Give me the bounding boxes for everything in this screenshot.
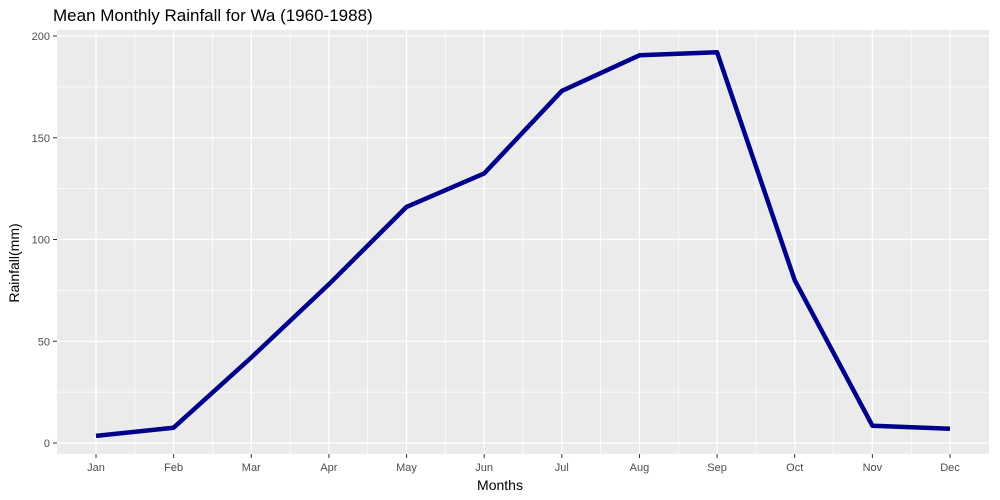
chart-title: Mean Monthly Rainfall for Wa (1960-1988): [53, 6, 373, 25]
series-group: [95, 50, 951, 439]
y-tick-label: 150: [32, 133, 50, 145]
x-tick-label: Nov: [863, 462, 883, 474]
y-axis-title: Rainfall(mm): [6, 223, 22, 303]
x-tick-label: Sep: [707, 462, 727, 474]
x-tick-label: Dec: [940, 462, 960, 474]
y-tick-label: 200: [32, 31, 50, 43]
x-axis: Jan Feb Mar Apr May Jun Jul Aug Sep Oct Nov Dec: [87, 454, 960, 474]
x-tick-label: Jan: [87, 462, 105, 474]
x-tick-label: Jun: [475, 462, 493, 474]
rainfall-series-line: [95, 50, 951, 439]
y-tick-label: 0: [44, 438, 50, 450]
major-gridlines: [57, 30, 989, 454]
x-tick-label: Feb: [164, 462, 183, 474]
x-tick-label: Mar: [242, 462, 261, 474]
y-axis: 0 50 100 150 200: [32, 31, 57, 450]
x-tick-label: Apr: [320, 462, 337, 474]
x-tick-label: May: [396, 462, 417, 474]
y-tick-label: 100: [32, 235, 50, 247]
y-tick-label: 50: [38, 336, 50, 348]
x-axis-title: Months: [477, 477, 523, 493]
minor-gridlines: [57, 30, 989, 454]
x-tick-label: Aug: [630, 462, 650, 474]
x-tick-label: Jul: [555, 462, 569, 474]
x-tick-label: Oct: [786, 462, 803, 474]
